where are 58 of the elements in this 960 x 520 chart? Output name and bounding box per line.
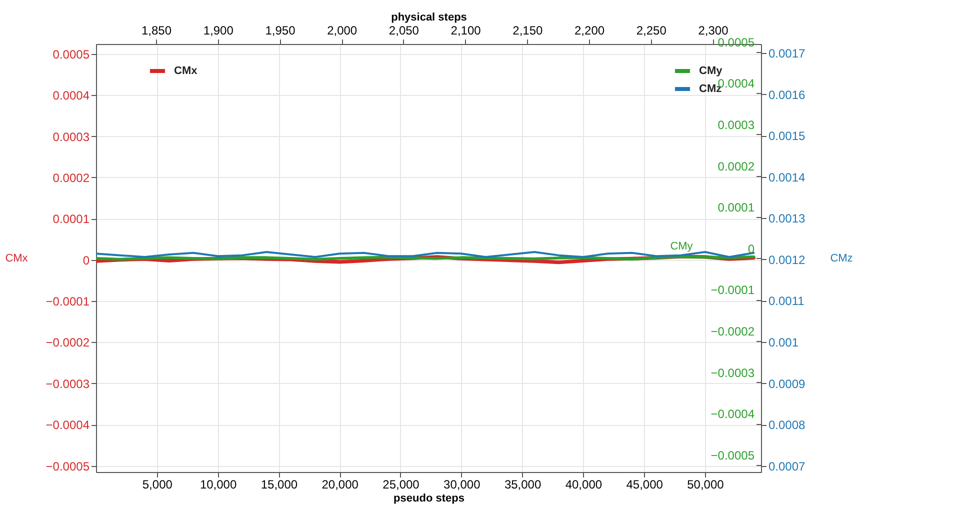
y2-tick-label: 0.0002 <box>718 159 755 174</box>
y3-tick-label: 0.0011 <box>768 294 805 308</box>
legend-label: CMy <box>699 65 724 77</box>
x-tick-label: 20,000 <box>322 478 359 492</box>
x-tick-label: 5,000 <box>142 478 173 492</box>
y2-axis-title: CMy <box>670 240 694 252</box>
x2-tick-label: 1,950 <box>265 24 296 38</box>
x2-tick-label: 2,100 <box>450 24 482 38</box>
y3-tick-label: 0.0008 <box>768 418 806 432</box>
y-tick-label: 0.0005 <box>52 47 90 62</box>
y3-tick-label: 0.0014 <box>768 170 806 184</box>
y2-tick-label: 0 <box>748 242 755 256</box>
y2-tick-label: −0.0002 <box>710 324 755 339</box>
x-tick-label: 15,000 <box>260 478 298 492</box>
y3-tick-label: 0.0007 <box>768 459 806 474</box>
x2-tick-label: 1,900 <box>203 24 234 38</box>
y-tick-label: −0.0005 <box>46 459 90 474</box>
y3-tick-label: 0.0009 <box>768 376 806 391</box>
y-tick-label: 0.0002 <box>52 170 90 185</box>
y2-tick-label: −0.0004 <box>710 407 755 422</box>
y-tick-label: 0.0001 <box>52 212 90 226</box>
x-tick-label: 10,000 <box>200 478 237 492</box>
x2-tick-label: 2,150 <box>512 24 544 38</box>
x-tick-label: 35,000 <box>504 478 542 492</box>
y-tick-label: 0.0004 <box>52 88 90 103</box>
x2-axis-title: physical steps <box>391 12 467 24</box>
y-tick-label: 0 <box>82 253 90 268</box>
y3-tick-label: 0.0015 <box>768 129 806 144</box>
legend-label: CMx <box>174 65 198 77</box>
x-axis-title: pseudo steps <box>394 492 464 504</box>
x-tick-label: 45,000 <box>626 478 664 492</box>
x-tick-label: 50,000 <box>687 478 724 492</box>
x2-tick-label: 2,250 <box>636 24 667 38</box>
y-tick-label: −0.0004 <box>46 418 90 432</box>
x2-tick-label: 2,300 <box>698 24 729 38</box>
x-tick-label: 40,000 <box>565 478 602 492</box>
y3-tick-label: 0.0016 <box>768 88 806 102</box>
x-tick-label: 25,000 <box>382 478 420 492</box>
y3-tick-label: 0.0012 <box>768 252 806 267</box>
y3-axis-title: CMz <box>830 252 853 264</box>
y-tick-label: 0.0003 <box>52 130 90 144</box>
y2-tick-label: 0.0001 <box>718 200 755 215</box>
y-tick-label: −0.0003 <box>46 376 90 391</box>
y3-tick-label: 0.001 <box>768 335 799 350</box>
y2-tick-label: −0.0001 <box>710 283 755 298</box>
y3-tick-label: 0.0017 <box>768 46 806 61</box>
y2-tick-label: 0.0003 <box>718 118 755 132</box>
x-tick-label: 30,000 <box>444 478 481 492</box>
x2-tick-label: 2,000 <box>327 24 358 38</box>
y-tick-label: −0.0002 <box>46 336 90 350</box>
y-axis-title: CMx <box>5 252 28 264</box>
x2-tick-label: 2,200 <box>574 24 605 38</box>
x2-tick-label: 1,850 <box>141 24 172 38</box>
y2-tick-label: −0.0005 <box>710 448 755 462</box>
y3-tick-label: 0.0013 <box>768 212 806 226</box>
y-tick-label: −0.0001 <box>46 294 90 309</box>
y2-tick-label: −0.0003 <box>710 366 755 380</box>
x2-tick-label: 2,050 <box>388 24 420 38</box>
